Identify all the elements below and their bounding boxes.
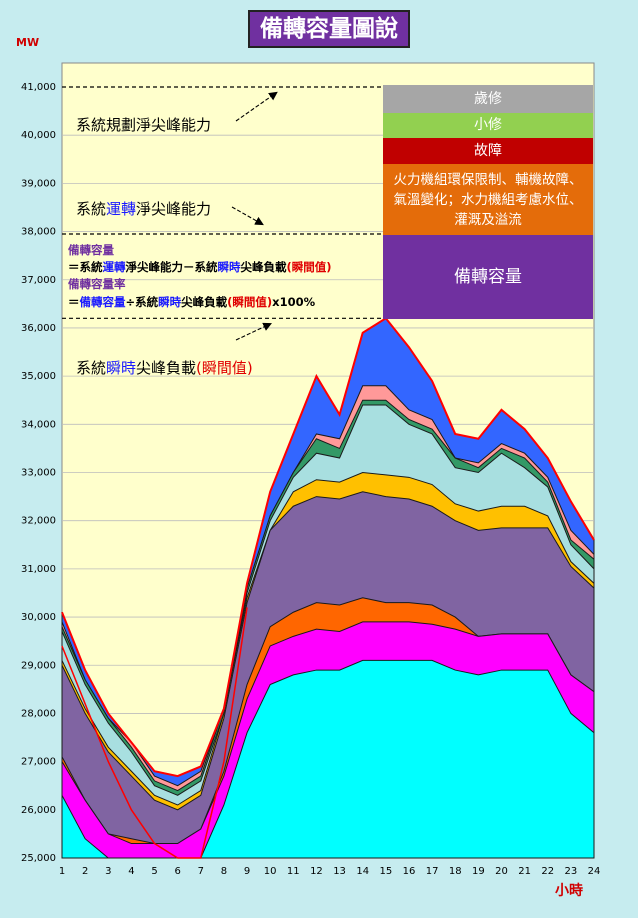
x-tick-label: 11	[287, 866, 300, 877]
def-rate-7: x100%	[272, 295, 316, 309]
x-tick-label: 15	[379, 866, 392, 877]
x-tick-label: 6	[174, 866, 180, 877]
x-tick-label: 23	[565, 866, 578, 877]
legend-minor-maintenance: 小修	[383, 113, 593, 138]
x-tick-label: 18	[449, 866, 462, 877]
def-reserve-4: 瞬時	[217, 260, 241, 274]
chart-title: 備轉容量圖說	[248, 10, 410, 48]
instant-load-text-b: 瞬時	[106, 359, 137, 377]
load-trend-line	[61, 607, 248, 859]
operating-peak-text-a: 系統	[76, 200, 107, 218]
planned-peak-label: 系統規劃淨尖峰能力	[76, 116, 212, 134]
x-tick-label: 10	[264, 866, 277, 877]
area-series-0	[61, 659, 595, 859]
y-tick-label: 34,000	[21, 419, 56, 430]
def-reserve-3: 淨尖峰能力－系統	[125, 260, 218, 274]
def-reserve-title: 備轉容量	[68, 243, 114, 257]
y-tick-label: 31,000	[21, 564, 56, 575]
peak-load-line	[61, 316, 595, 778]
annotation-arrow-2	[235, 322, 272, 341]
def-rate-formula: ＝備轉容量÷系統瞬時尖峰負載(瞬間值)x100%	[68, 294, 315, 310]
instant-load-text-d: (瞬間值)	[196, 359, 253, 377]
y-tick-label: 30,000	[21, 612, 56, 623]
def-rate-5: 尖峰負載	[181, 295, 228, 309]
y-tick-label: 37,000	[21, 275, 56, 286]
x-tick-label: 5	[151, 866, 157, 877]
x-tick-label: 24	[588, 866, 601, 877]
x-tick-label: 1	[59, 866, 65, 877]
def-rate-1: ＝	[68, 295, 80, 309]
legend-limits: 火力機組環保限制、輔機故障、氣溫變化；水力機組考慮水位、灌溉及溢流	[383, 164, 593, 235]
area-series	[61, 317, 595, 859]
y-tick-label: 29,000	[21, 660, 56, 671]
x-tick-label: 3	[105, 866, 111, 877]
annotation-arrow-0	[235, 91, 278, 122]
x-tick-label: 22	[541, 866, 554, 877]
def-rate-2: 備轉容量	[79, 295, 126, 309]
y-tick-label: 28,000	[21, 708, 56, 719]
y-tick-label: 39,000	[21, 178, 56, 189]
annotation-arrows	[231, 91, 278, 341]
def-reserve-6: (瞬間值)	[286, 260, 332, 274]
y-tick-label: 36,000	[21, 323, 56, 334]
x-tick-label: 12	[310, 866, 323, 877]
x-tick-label: 2	[82, 866, 88, 877]
legend-annual-maintenance: 歲修	[383, 85, 593, 113]
x-tick-label: 17	[426, 866, 439, 877]
x-axis-ticks: 1 2 3 4 5 6 7 8 9 10 11 12 13 14 15 16 17 18 19 20 21 22 23 24	[59, 866, 601, 877]
operating-peak-label: 系統運轉淨尖峰能力	[76, 198, 211, 219]
def-reserve-1: ＝系統	[68, 260, 103, 274]
def-rate-6: (瞬間值)	[227, 295, 273, 309]
x-tick-label: 16	[403, 866, 416, 877]
def-rate-3: ÷系統	[125, 295, 159, 309]
y-tick-label: 25,000	[21, 853, 56, 864]
x-tick-label: 8	[221, 866, 227, 877]
y-tick-label: 27,000	[21, 757, 56, 768]
x-tick-label: 4	[128, 866, 134, 877]
legend-reserve: 備轉容量	[383, 235, 593, 319]
def-reserve-formula: ＝系統運轉淨尖峰能力－系統瞬時尖峰負載(瞬間值)	[68, 259, 332, 275]
y-tick-label: 40,000	[21, 130, 56, 141]
instant-load-label: 系統瞬時尖峰負載(瞬間值)	[76, 357, 253, 378]
def-rate-title: 備轉容量率	[68, 277, 126, 291]
y-tick-label: 32,000	[21, 516, 56, 527]
x-tick-label: 21	[518, 866, 531, 877]
operating-peak-text-c: 淨尖峰能力	[136, 200, 212, 218]
instant-load-text-c: 尖峰負載	[136, 359, 197, 377]
line-series	[61, 316, 595, 859]
y-tick-label: 26,000	[21, 805, 56, 816]
y-tick-label: 41,000	[21, 82, 56, 93]
def-reserve-2: 運轉	[102, 260, 126, 274]
instant-load-text-a: 系統	[76, 359, 107, 377]
def-reserve-5: 尖峰負載	[240, 260, 287, 274]
x-tick-label: 19	[472, 866, 485, 877]
y-axis-ticks: 25,000 26,000 27,000 28,000 29,000 30,000 31,0…	[21, 82, 56, 864]
x-tick-label: 13	[333, 866, 346, 877]
x-tick-label: 7	[198, 866, 204, 877]
def-rate-4: 瞬時	[158, 295, 182, 309]
x-tick-label: 20	[495, 866, 508, 877]
x-tick-label: 14	[356, 866, 369, 877]
y-tick-label: 35,000	[21, 371, 56, 382]
y-tick-label: 33,000	[21, 468, 56, 479]
x-unit-label: 小時	[555, 883, 583, 899]
operating-peak-text-b: 運轉	[106, 200, 137, 218]
x-tick-label: 9	[244, 866, 250, 877]
legend-fault: 故障	[383, 138, 593, 164]
y-unit-label: MW	[16, 36, 40, 49]
y-tick-label: 38,000	[21, 227, 56, 238]
